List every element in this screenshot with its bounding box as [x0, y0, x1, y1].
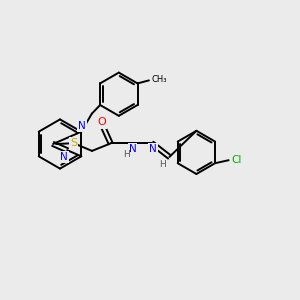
Text: N: N	[129, 144, 136, 154]
Text: CH₃: CH₃	[151, 75, 167, 84]
Text: S: S	[70, 138, 77, 148]
Text: H: H	[159, 160, 166, 169]
Text: O: O	[97, 117, 106, 128]
Text: Cl: Cl	[231, 154, 241, 165]
Text: N: N	[149, 144, 157, 154]
Text: H: H	[123, 150, 130, 159]
Text: N: N	[60, 152, 68, 162]
Text: N: N	[78, 121, 86, 131]
